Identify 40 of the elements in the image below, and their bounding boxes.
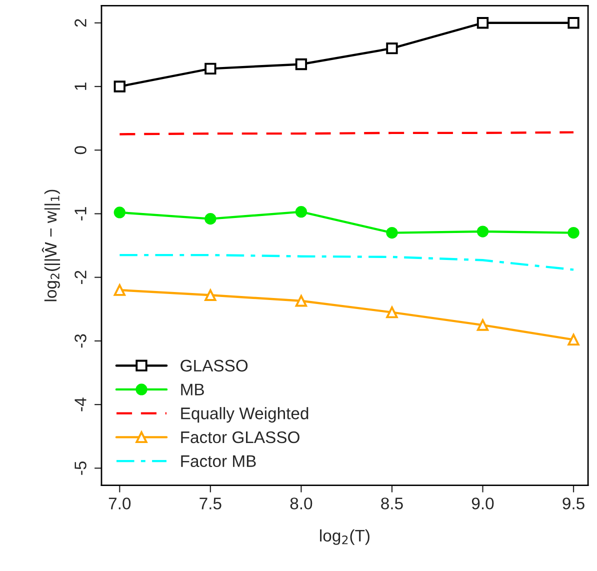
- point: [204, 212, 216, 225]
- y-tick-label: -4: [74, 398, 86, 412]
- point: [568, 226, 580, 239]
- point: [386, 42, 398, 54]
- point: [295, 206, 308, 218]
- x-tick-label: 8.0: [290, 498, 312, 510]
- point: [114, 80, 126, 92]
- point: [476, 226, 489, 238]
- point: [476, 17, 489, 29]
- y-tick-label: -1: [74, 207, 86, 220]
- point: [295, 295, 308, 307]
- x-tick-label: 9.5: [562, 498, 584, 510]
- x-tick-label: 7.0: [108, 498, 131, 510]
- point: [204, 62, 216, 75]
- point: [295, 58, 308, 70]
- x-tick-label: 8.5: [381, 498, 403, 510]
- y-tick-label: -2: [74, 270, 86, 284]
- y-tick-label: -5: [74, 461, 86, 475]
- x-axis-title: log$_{2}$(T): [320, 529, 370, 545]
- point: [568, 17, 580, 29]
- y-tick-label: 1: [74, 82, 86, 90]
- point: [386, 226, 398, 239]
- y-tick-label: 2: [74, 19, 86, 27]
- point: [386, 306, 398, 318]
- y-tick-label: -3: [74, 334, 86, 348]
- y-tick-label: 0: [74, 146, 86, 154]
- point: [114, 284, 126, 296]
- legend-label: Factor GLASSO: [181, 431, 300, 444]
- y-axis-title: log$_{2}$(||Ŵ − w||$_{1}$): [42, 190, 60, 302]
- legend-label: GLASSO: [180, 360, 248, 372]
- legend-label: Equally Weighted: [181, 407, 308, 423]
- x-tick-label: 7.5: [200, 498, 222, 510]
- legend-label: MB: [181, 384, 204, 396]
- point: [568, 334, 580, 346]
- point: [114, 206, 126, 218]
- point: [476, 319, 489, 331]
- line-series: [118, 254, 575, 271]
- x-tick-label: 9.0: [472, 498, 494, 510]
- point: [204, 289, 216, 301]
- legend-label: Factor MB: [181, 455, 256, 468]
